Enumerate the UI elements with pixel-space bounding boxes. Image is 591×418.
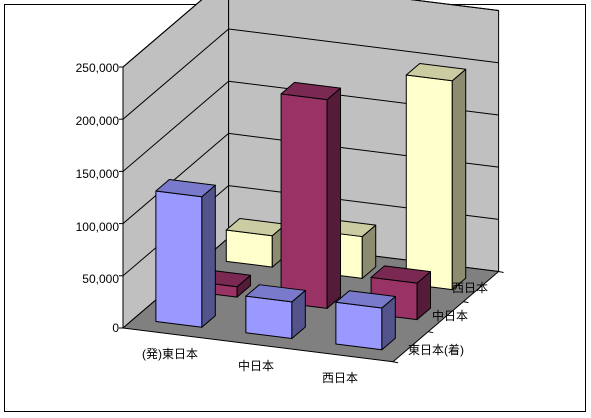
bar-top [280, 81, 342, 101]
bar-東日本(着)-西日本 [335, 290, 396, 351]
bar-front [245, 295, 293, 339]
y-tick-label: 50,000 [82, 272, 119, 286]
bar-top [335, 290, 396, 309]
bar-東日本(着)-(発)東日本 [155, 178, 216, 328]
x-category-label: (発)東日本 [142, 347, 198, 361]
bar-西日本-(発)東日本 [225, 218, 287, 268]
x-category-label: 中日本 [238, 358, 274, 373]
bar-中日本-中日本 [280, 81, 342, 309]
y-tick-label: 150,000 [76, 167, 120, 181]
bar-front [225, 229, 273, 268]
bar-front [280, 93, 328, 309]
gridline [122, 28, 229, 120]
depth-tick [428, 331, 434, 334]
bar-top [245, 284, 306, 303]
y-tick-label: 100,000 [76, 220, 120, 234]
bar-side [201, 184, 216, 328]
gridline [228, 28, 499, 64]
bar-top [155, 178, 216, 198]
depth-axis-label: 東日本(着) [408, 342, 464, 357]
y-tick-label: 250,000 [76, 61, 120, 75]
axis-labels: 0 50,000 100,000 150,000 200,000 250,000… [76, 61, 488, 385]
depth-tick [392, 361, 399, 364]
bar-top [370, 265, 432, 284]
bar-西日本-西日本 [405, 63, 467, 291]
bar-front [405, 74, 453, 291]
gridline [122, 80, 229, 172]
gridline [122, 0, 203, 68]
bar-side [451, 68, 467, 291]
gridline [410, 0, 499, 12]
bar-side [326, 87, 342, 309]
bar-top [405, 63, 467, 82]
depth-tick [498, 271, 504, 274]
bar-front [335, 301, 383, 351]
depth-axis-label: 西日本 [452, 281, 488, 295]
bar-東日本(着)-中日本 [245, 284, 306, 339]
bar-front [155, 190, 203, 328]
depth-axis-label: 中日本 [432, 308, 468, 323]
y-tick-label: 200,000 [76, 114, 120, 128]
bars [155, 63, 467, 351]
depth-tick [463, 301, 469, 304]
gridline [122, 133, 229, 224]
x-category-label: 西日本 [322, 371, 358, 385]
y-tick-label: 0 [112, 321, 119, 335]
